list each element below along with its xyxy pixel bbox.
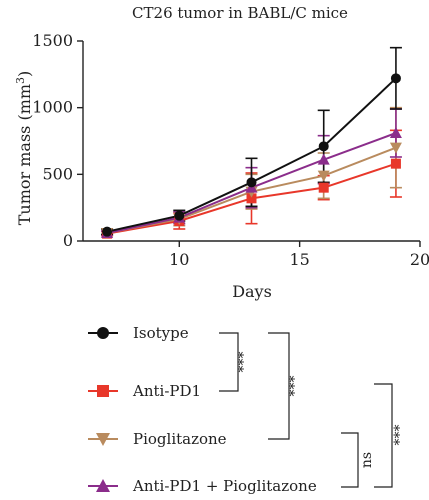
x-axis-label: Days bbox=[232, 282, 272, 301]
bracket-anti-pd1-vs-combination bbox=[374, 383, 393, 488]
x-tick-label: 20 bbox=[410, 250, 429, 269]
series-markers bbox=[101, 73, 402, 239]
y-axis-label: Tumor mass (mm3) bbox=[14, 71, 34, 226]
significance-label-3: ns bbox=[359, 452, 375, 468]
data-point-anti-pd1-pioglitazone bbox=[389, 127, 402, 138]
legend-item-anti-pd1: Anti-PD1 bbox=[88, 382, 201, 400]
data-point-isotype bbox=[102, 226, 113, 237]
bracket-pioglitazone-vs-combination bbox=[341, 432, 359, 488]
data-point-pioglitazone bbox=[389, 142, 402, 154]
data-point-anti-pd1-pioglitazone bbox=[317, 153, 330, 165]
svg-text:Isotype: Isotype bbox=[133, 324, 189, 342]
significance-brackets bbox=[219, 332, 393, 488]
significance-label-1: *** bbox=[236, 352, 252, 373]
data-point-pioglitazone bbox=[317, 170, 330, 182]
y-tick-label: 1000 bbox=[32, 98, 73, 117]
y-tick-label: 0 bbox=[63, 231, 73, 250]
significance-label-2: *** bbox=[287, 376, 303, 397]
legend-item-pioglitazone: Pioglitazone bbox=[88, 430, 227, 448]
data-point-isotype bbox=[246, 177, 257, 188]
data-point-anti-pd1 bbox=[246, 193, 257, 204]
legend-item-combination: Anti-PD1 + Pioglitazone bbox=[88, 477, 317, 495]
svg-text:Anti-PD1 + Pioglitazone: Anti-PD1 + Pioglitazone bbox=[132, 477, 317, 495]
data-point-isotype bbox=[390, 73, 401, 84]
x-tick-label: 10 bbox=[169, 250, 189, 269]
svg-text:Pioglitazone: Pioglitazone bbox=[133, 430, 227, 448]
axes: 0 500 1000 1500 10 15 20 bbox=[32, 31, 429, 269]
significance-label-4: *** bbox=[392, 425, 408, 446]
data-point-isotype bbox=[318, 141, 329, 152]
data-point-anti-pd1 bbox=[390, 158, 401, 169]
x-tick-label: 15 bbox=[289, 250, 309, 269]
bracket-isotype-vs-pioglitazone bbox=[268, 332, 290, 440]
legend: Isotype Anti-PD1 Pioglitazone Anti-PD1 +… bbox=[88, 324, 317, 495]
svg-text:Tumor mass (mm3): Tumor mass (mm3) bbox=[14, 71, 34, 226]
legend-item-isotype: Isotype bbox=[88, 324, 189, 342]
y-tick-label: 500 bbox=[42, 164, 73, 183]
error-bars bbox=[101, 46, 402, 237]
data-point-anti-pd1 bbox=[318, 182, 329, 193]
y-tick-label: 1500 bbox=[32, 31, 73, 50]
bracket-isotype-vs-anti-pd1 bbox=[219, 332, 239, 392]
data-point-isotype bbox=[174, 210, 185, 221]
chart-title: CT26 tumor in BABL/C mice bbox=[132, 4, 348, 22]
significance-labels: *** *** ns *** bbox=[236, 352, 408, 469]
svg-text:Anti-PD1: Anti-PD1 bbox=[132, 382, 201, 400]
